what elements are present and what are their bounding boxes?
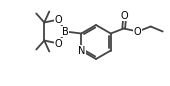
Text: O: O (54, 15, 62, 25)
Text: N: N (78, 45, 85, 55)
Text: O: O (54, 39, 62, 49)
Text: O: O (134, 26, 142, 36)
Text: B: B (62, 26, 69, 36)
Text: O: O (121, 10, 129, 20)
